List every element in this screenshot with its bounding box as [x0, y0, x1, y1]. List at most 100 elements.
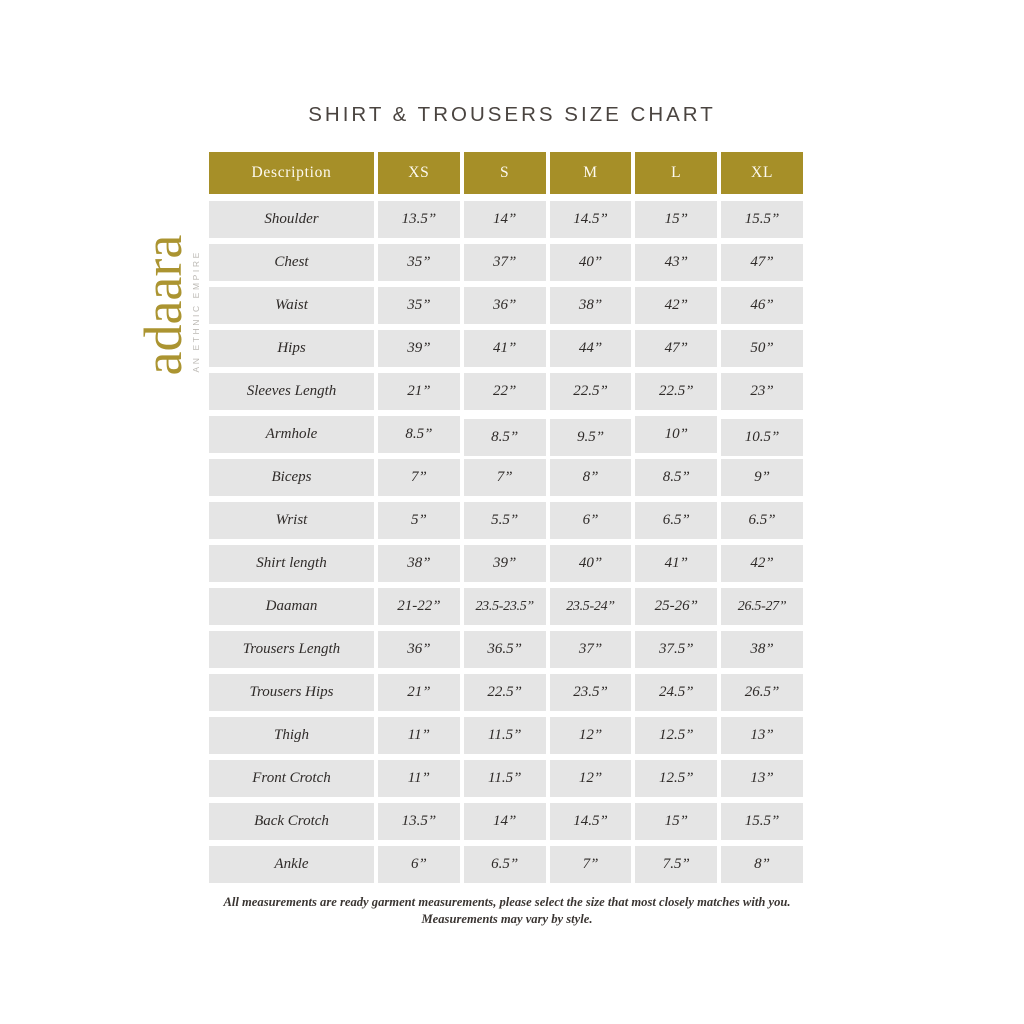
row-label: Thigh — [209, 717, 374, 754]
measurement-cell: 41” — [463, 330, 546, 367]
measurement-cell: 7” — [549, 846, 632, 883]
measurement-cell: 7.5” — [635, 846, 718, 883]
measurement-cell: 5” — [378, 502, 460, 539]
measurement-cell: 21” — [378, 373, 460, 410]
row-label: Shirt length — [209, 545, 374, 582]
measurement-cell: 36” — [463, 287, 546, 324]
measurement-cell: 37” — [463, 244, 546, 281]
measurement-cell: 46” — [721, 287, 803, 324]
measurement-cell: 13.5” — [378, 803, 460, 840]
size-chart-table: Description XS S M L XL Shoulder 13.5” 14” 14.5” 1… — [209, 152, 803, 889]
table-row: Biceps 7” 7” 8” 8.5” 9” — [209, 459, 803, 496]
measurement-cell: 11” — [378, 717, 460, 754]
row-label: Wrist — [209, 502, 374, 539]
measurement-cell: 15.5” — [721, 201, 803, 238]
measurement-cell: 36” — [378, 631, 460, 668]
measurement-cell: 6” — [378, 846, 460, 883]
row-label: Sleeves Length — [209, 373, 374, 410]
brand-wordmark: adaara — [133, 234, 194, 375]
measurement-cell: 23.5-24” — [549, 588, 632, 625]
measurement-cell: 11.5” — [463, 717, 546, 754]
measurement-cell: 44” — [549, 330, 632, 367]
measurement-cell: 22” — [463, 373, 546, 410]
measurement-cell: 14.5” — [549, 201, 632, 238]
measurement-cell: 14.5” — [549, 803, 632, 840]
measurement-cell: 26.5” — [721, 674, 803, 711]
measurement-cell: 40” — [549, 545, 632, 582]
table-row: Thigh 11” 11.5” 12” 12.5” 13” — [209, 717, 803, 754]
table-row: Wrist 5” 5.5” 6” 6.5” 6.5” — [209, 502, 803, 539]
column-header-m: M — [549, 152, 632, 194]
measurement-cell: 26.5-27” — [721, 588, 803, 625]
measurement-cell: 8.5” — [378, 416, 460, 453]
measurement-cell: 13.5” — [378, 201, 460, 238]
column-header-xs: XS — [378, 152, 460, 194]
measurement-cell: 15” — [635, 803, 718, 840]
measurement-cell: 37.5” — [635, 631, 718, 668]
page-title: SHIRT & TROUSERS SIZE CHART — [308, 103, 716, 126]
measurement-cell: 38” — [721, 631, 803, 668]
measurement-cell: 38” — [378, 545, 460, 582]
measurement-cell: 21-22” — [378, 588, 460, 625]
measurement-cell: 15” — [635, 201, 718, 238]
measurement-cell: 40” — [549, 244, 632, 281]
row-label: Waist — [209, 287, 374, 324]
table-row: Daaman 21-22” 23.5-23.5” 23.5-24” 25-26” 26.5… — [209, 588, 803, 625]
measurement-cell: 39” — [463, 545, 546, 582]
measurement-cell: 42” — [635, 287, 718, 324]
measurement-cell: 9” — [721, 459, 803, 496]
measurement-cell: 22.5” — [635, 373, 718, 410]
row-label: Daaman — [209, 588, 374, 625]
table-row: Shoulder 13.5” 14” 14.5” 15” 15.5” — [209, 201, 803, 238]
measurement-cell: 47” — [721, 244, 803, 281]
measurement-cell: 43” — [635, 244, 718, 281]
row-label: Biceps — [209, 459, 374, 496]
row-label: Front Crotch — [209, 760, 374, 797]
measurement-cell: 6” — [549, 502, 632, 539]
measurement-cell: 7” — [378, 459, 460, 496]
measurement-cell: 7” — [463, 459, 546, 496]
row-label: Ankle — [209, 846, 374, 883]
row-label: Hips — [209, 330, 374, 367]
measurement-cell: 23.5” — [549, 674, 632, 711]
measurement-cell: 11.5” — [463, 760, 546, 797]
table-row: Trousers Length 36” 36.5” 37” 37.5” 38” — [209, 631, 803, 668]
column-header-s: S — [463, 152, 546, 194]
measurement-cell: 24.5” — [635, 674, 718, 711]
brand-logo-rotated: adaara AN ETHNIC EMPIRE — [133, 180, 201, 375]
measurement-cell: 22.5” — [549, 373, 632, 410]
table-row: Trousers Hips 21” 22.5” 23.5” 24.5” 26.5” — [209, 674, 803, 711]
measurement-cell: 8” — [721, 846, 803, 883]
table-row: Chest 35” 37” 40” 43” 47” — [209, 244, 803, 281]
measurement-cell: 41” — [635, 545, 718, 582]
measurement-cell: 13” — [721, 760, 803, 797]
measurement-cell: 10” — [635, 416, 718, 453]
column-header-description: Description — [209, 152, 374, 194]
table-row: Shirt length 38” 39” 40” 41” 42” — [209, 545, 803, 582]
measurements-footnote: All measurements are ready garment measu… — [223, 895, 791, 926]
measurement-cell: 15.5” — [721, 803, 803, 840]
measurement-cell: 35” — [378, 287, 460, 324]
measurement-cell: 36.5” — [463, 631, 546, 668]
measurement-cell: 5.5” — [463, 502, 546, 539]
measurement-cell: 10.5” — [721, 419, 803, 456]
measurement-cell: 25-26” — [635, 588, 718, 625]
column-header-xl: XL — [721, 152, 803, 194]
measurement-cell: 42” — [721, 545, 803, 582]
measurement-cell: 12” — [549, 760, 632, 797]
measurement-cell: 50” — [721, 330, 803, 367]
table-row: Back Crotch 13.5” 14” 14.5” 15” 15.5” — [209, 803, 803, 840]
measurement-cell: 6.5” — [635, 502, 718, 539]
row-label: Back Crotch — [209, 803, 374, 840]
table-row: Waist 35” 36” 38” 42” 46” — [209, 287, 803, 324]
measurement-cell: 6.5” — [721, 502, 803, 539]
measurement-cell: 12.5” — [635, 760, 718, 797]
table-row: Hips 39” 41” 44” 47” 50” — [209, 330, 803, 367]
measurement-cell: 14” — [463, 803, 546, 840]
table-row: Sleeves Length 21” 22” 22.5” 22.5” 23” — [209, 373, 803, 410]
row-label: Shoulder — [209, 201, 374, 238]
table-header-row: Description XS S M L XL — [209, 152, 803, 194]
measurement-cell: 12” — [549, 717, 632, 754]
measurement-cell: 38” — [549, 287, 632, 324]
row-label: Chest — [209, 244, 374, 281]
